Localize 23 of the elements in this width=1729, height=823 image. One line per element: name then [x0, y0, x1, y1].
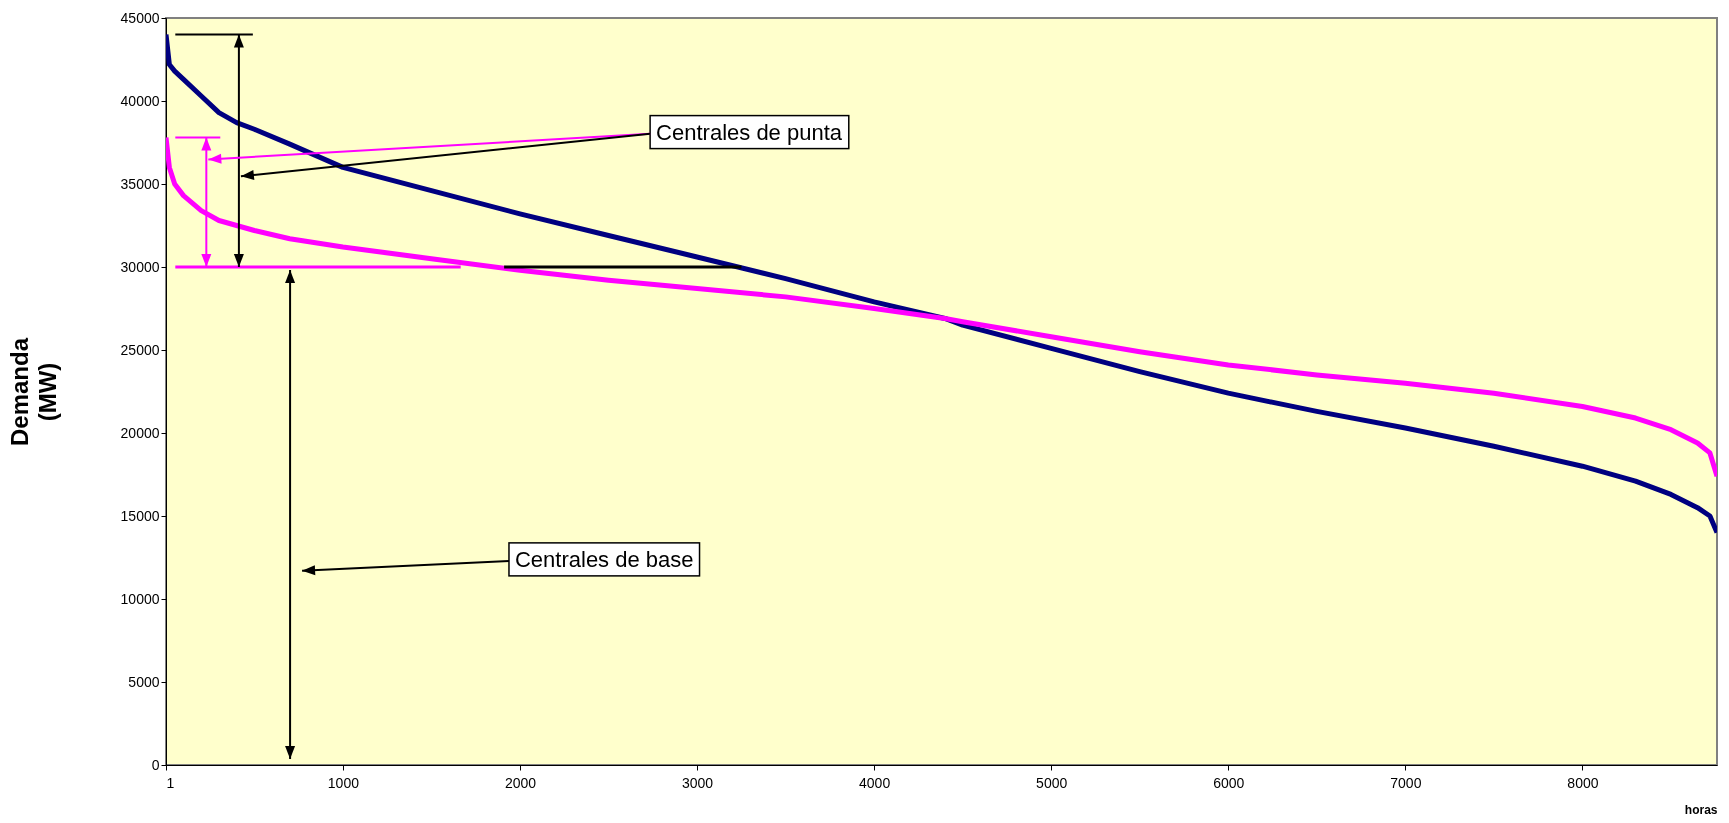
annotation: Centrales de base — [514, 546, 694, 572]
y-tick-label: 45000 — [120, 9, 160, 26]
y-tick-label: 40000 — [120, 92, 160, 109]
y-tick-label: 20000 — [120, 424, 160, 441]
y-tick-label: 5000 — [128, 673, 160, 690]
y-tick-label: 30000 — [120, 258, 160, 275]
y-axis-title: Demanda (MW) — [5, 337, 61, 447]
x-tick-label: 7000 — [1390, 774, 1422, 791]
annotation: Centrales de punta — [656, 119, 843, 145]
y-tick-label: 0 — [151, 756, 160, 773]
y-tick-label: 35000 — [120, 175, 160, 192]
x-tick-label: 5000 — [1036, 774, 1068, 791]
y-tick-label: 10000 — [120, 590, 160, 607]
x-tick-label: 1000 — [327, 774, 360, 791]
x-tick-label: 8000 — [1567, 774, 1599, 791]
x-tick-label: 4000 — [859, 774, 891, 791]
x-tick-label: 6000 — [1213, 774, 1245, 791]
y-tick-label: 15000 — [120, 507, 160, 524]
y-tick-label: 25000 — [120, 341, 160, 358]
x-axis-title: horas — [1684, 802, 1718, 817]
x-tick-label: 1 — [166, 774, 175, 791]
x-tick-label: 2000 — [504, 774, 537, 791]
x-tick-label: 3000 — [681, 774, 714, 791]
